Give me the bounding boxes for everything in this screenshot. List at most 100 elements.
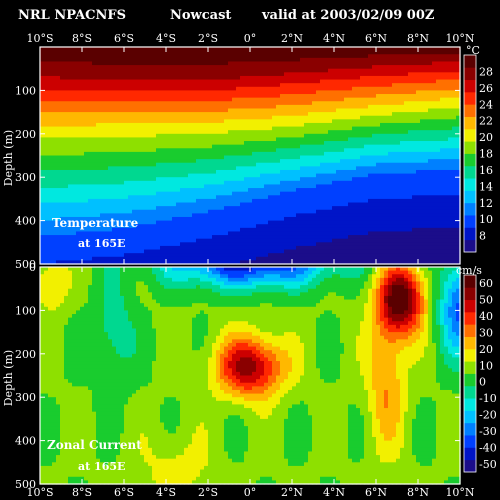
field-cell (296, 68, 301, 73)
field-cell (180, 86, 185, 91)
field-cell (148, 235, 153, 240)
field-cell (208, 57, 213, 63)
field-cell (280, 83, 285, 88)
field-cell (300, 130, 305, 135)
field-cell (232, 180, 237, 186)
field-cell (292, 209, 297, 214)
field-cell (180, 245, 185, 251)
field-cell (188, 68, 193, 73)
field-cell (88, 94, 93, 99)
field-cell (152, 119, 157, 124)
field-cell (52, 220, 57, 225)
field-cell (296, 195, 301, 200)
field-cell (172, 119, 177, 124)
field-cell (268, 260, 273, 265)
field-cell (268, 47, 273, 52)
field-cell (196, 122, 201, 128)
field-cell (336, 126, 341, 131)
field-cell (232, 104, 237, 110)
field-cell (104, 213, 109, 218)
field-cell (252, 184, 257, 189)
field-cell (76, 122, 81, 128)
field-cell (148, 184, 153, 189)
field-cell (228, 159, 233, 164)
field-cell (304, 126, 309, 131)
field-cell (140, 191, 145, 196)
field-cell (224, 137, 229, 142)
field-cell (136, 155, 141, 160)
field-cell (88, 238, 93, 243)
field-cell (336, 130, 341, 135)
field-cell (88, 57, 93, 63)
field-cell (248, 90, 253, 95)
field-cell (88, 173, 93, 178)
field-cell (232, 47, 237, 52)
field-cell (368, 101, 373, 106)
field-cell (136, 195, 141, 200)
field-cell (148, 227, 153, 233)
field-cell (112, 177, 117, 182)
field-cell (100, 61, 105, 66)
field-cell (148, 72, 153, 77)
field-cell (232, 177, 237, 182)
field-cell (76, 231, 81, 236)
field-cell (280, 231, 285, 236)
field-cell (100, 79, 105, 84)
field-cell (300, 50, 305, 55)
field-cell (152, 184, 157, 189)
field-cell (292, 184, 297, 189)
field-cell (332, 50, 337, 55)
field-cell (360, 245, 365, 251)
field-cell (144, 148, 149, 153)
field-cell (200, 130, 205, 135)
field-cell (48, 104, 53, 110)
field-cell (124, 235, 129, 240)
field-cell (252, 133, 257, 139)
field-cell (60, 198, 65, 204)
field-cell (268, 90, 273, 95)
field-cell (104, 202, 109, 207)
field-cell (60, 162, 65, 167)
field-cell (360, 79, 365, 84)
field-cell (108, 224, 113, 229)
field-cell (256, 137, 261, 142)
field-cell (312, 90, 317, 95)
field-cell (96, 130, 101, 135)
field-cell (260, 198, 265, 204)
field-cell (240, 180, 245, 186)
field-cell (368, 112, 373, 117)
field-cell (124, 86, 129, 91)
field-cell (228, 242, 233, 247)
field-cell (60, 61, 65, 66)
field-cell (52, 159, 57, 164)
field-cell (264, 75, 269, 81)
field-cell (348, 57, 353, 63)
field-cell (228, 253, 233, 258)
field-cell (328, 195, 333, 200)
field-cell (88, 119, 93, 124)
field-cell (44, 86, 49, 91)
field-cell (60, 202, 65, 207)
field-cell (276, 94, 281, 99)
field-cell (164, 151, 169, 157)
field-cell (348, 65, 353, 70)
field-cell (280, 235, 285, 240)
field-cell (272, 130, 277, 135)
field-cell (284, 173, 289, 178)
field-cell (92, 184, 97, 189)
field-cell (180, 112, 185, 117)
field-cell (332, 180, 337, 186)
field-cell (108, 148, 113, 153)
field-cell (368, 97, 373, 102)
field-cell (232, 112, 237, 117)
field-cell (184, 115, 189, 120)
field-cell (212, 137, 217, 142)
field-cell (296, 260, 301, 265)
field-cell (80, 122, 85, 128)
field-cell (164, 72, 169, 77)
field-cell (308, 155, 313, 160)
field-cell (264, 166, 269, 171)
field-cell (264, 115, 269, 120)
field-cell (188, 224, 193, 229)
field-cell (152, 253, 157, 258)
